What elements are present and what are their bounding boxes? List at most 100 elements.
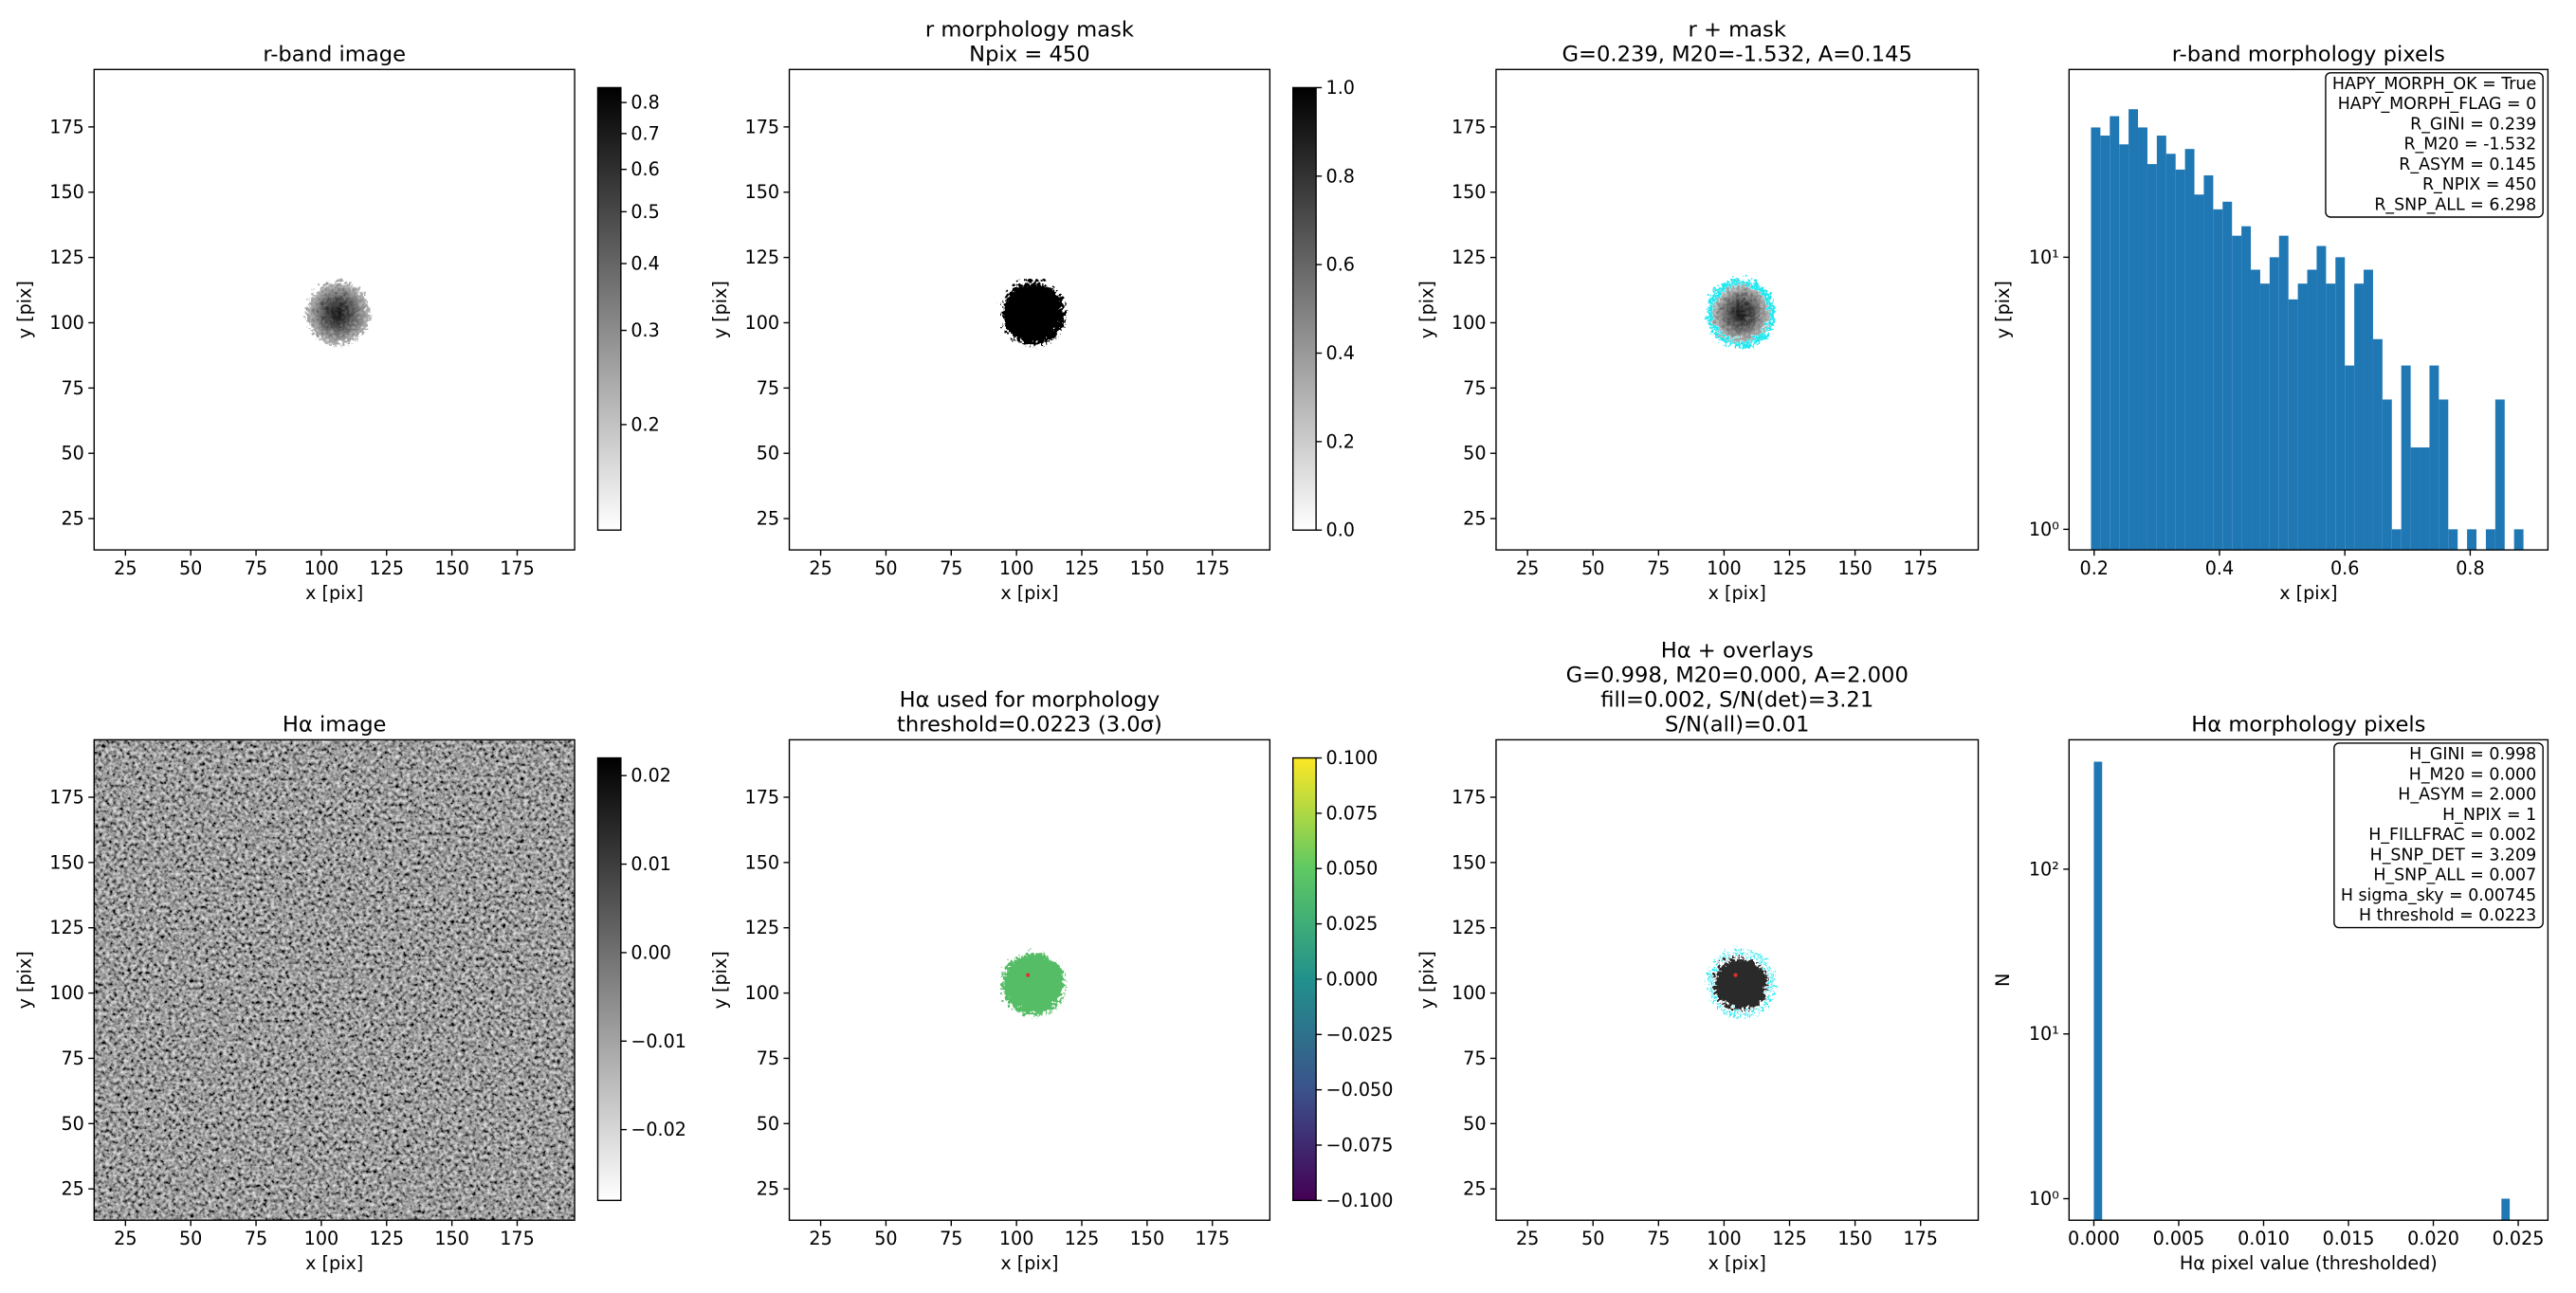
colorbar-tick-label: 0.8 <box>1326 165 1355 187</box>
image-content <box>1703 275 1771 344</box>
colorbar-tick-label: 1.0 <box>1326 77 1355 99</box>
hist-bar <box>2501 1198 2511 1221</box>
mask-blob <box>997 278 1062 341</box>
y-axis-label: y [pix] <box>709 281 731 338</box>
hist-bar <box>2307 269 2317 551</box>
x-tick-label: 25 <box>809 557 831 579</box>
x-tick-label: 175 <box>500 557 535 579</box>
hist-bar <box>2110 116 2120 551</box>
annotation-line: R_ASYM = 0.145 <box>2399 155 2536 174</box>
image-content <box>302 278 366 341</box>
colorbar-tick-label: −0.050 <box>1326 1079 1394 1101</box>
hist-bar <box>2232 235 2242 551</box>
hist-bar <box>2297 283 2308 551</box>
hist-bar <box>2093 761 2103 1221</box>
colorbar <box>1292 86 1317 531</box>
axes-frame <box>2068 738 2549 1221</box>
colorbar-tick-label: 0.01 <box>630 853 671 875</box>
annotation-line: H_ASYM = 2.000 <box>2398 786 2536 805</box>
x-axis-label: Hα pixel value (thresholded) <box>2180 1252 2438 1274</box>
colorbar-tick-label: 0.000 <box>1326 968 1379 990</box>
y-tick-label: 10⁰ <box>2029 1188 2059 1210</box>
hist-bar <box>2165 154 2176 551</box>
y-tick-label: 150 <box>49 851 84 873</box>
y-tick-label: 175 <box>745 787 780 809</box>
x-tick-label: 150 <box>434 557 469 579</box>
hist-bar <box>2194 194 2204 551</box>
x-axis-label: x [pix] <box>2279 582 2337 604</box>
y-tick-label: 100 <box>49 312 84 334</box>
annotation-line: R_NPIX = 450 <box>2422 175 2536 194</box>
y-axis-label: y [pix] <box>1416 951 1437 1009</box>
hist-bar <box>2485 529 2495 551</box>
x-tick-label: 100 <box>999 557 1034 579</box>
annotation-line: H_GINI = 0.998 <box>2409 745 2536 764</box>
x-tick-label: 0.005 <box>2153 1228 2205 1249</box>
y-tick-label: 175 <box>49 787 84 809</box>
hist-bar <box>2410 446 2421 551</box>
x-tick-label: 25 <box>809 1228 831 1249</box>
y-tick-label: 125 <box>49 246 84 268</box>
panel-title: r-band morphology pixels <box>2172 43 2445 67</box>
colorbar-tick-label: −0.100 <box>1326 1190 1394 1211</box>
panel-title: r-band image <box>263 43 406 67</box>
colorbar-tick-label: 0.100 <box>1326 747 1379 769</box>
hist-bar <box>2316 246 2327 551</box>
x-tick-label: 100 <box>1707 1228 1742 1249</box>
hist-bar <box>2119 144 2129 551</box>
x-tick-label: 25 <box>1516 1228 1539 1249</box>
hist-bar <box>2203 174 2214 551</box>
hist-bar <box>2100 136 2110 551</box>
colorbar <box>596 86 622 531</box>
y-tick-label: 175 <box>745 116 780 137</box>
y-tick-label: 10¹ <box>2029 1023 2059 1045</box>
hist-bar <box>2147 164 2157 551</box>
annotation-frame <box>2325 72 2544 218</box>
hist-bar <box>2091 127 2101 551</box>
panel-title: Npix = 450 <box>969 43 1090 67</box>
hist-bar <box>2345 365 2355 551</box>
x-tick-label: 0.020 <box>2407 1228 2459 1249</box>
y-tick-label: 25 <box>757 1178 779 1200</box>
hist-bar <box>2156 136 2166 551</box>
y-tick-label: 175 <box>49 116 84 137</box>
x-tick-label: 175 <box>1903 1228 1938 1249</box>
noise-image <box>94 739 575 1221</box>
panel: r-band morphology pixels 0.2 0.4 0.6 0.8 10⁰ 1… <box>1992 43 2549 604</box>
x-tick-label: 75 <box>245 557 267 579</box>
y-tick-label: 150 <box>49 181 84 203</box>
y-axis-label: N <box>1992 974 2014 987</box>
annotation-line: HAPY_MORPH_OK = True <box>2332 75 2536 94</box>
colorbar-tick-label: 0.6 <box>630 158 659 180</box>
y-tick-label: 10¹ <box>2029 246 2059 268</box>
hist-bar <box>2213 209 2223 551</box>
x-tick-label: 175 <box>1903 557 1938 579</box>
y-tick-label: 100 <box>745 312 780 334</box>
panel-title: Hα image <box>283 713 387 738</box>
panel: r-band image 25 50 75 100 125 150 175 25 50 75 100 1… <box>14 43 660 604</box>
x-tick-label: 75 <box>1647 557 1670 579</box>
annotation-line: H_FILLFRAC = 0.002 <box>2368 826 2536 845</box>
y-tick-label: 25 <box>1463 1178 1486 1200</box>
y-tick-label: 50 <box>1463 443 1486 464</box>
x-tick-label: 125 <box>370 557 405 579</box>
hist-bar <box>2513 529 2524 551</box>
hist-bar <box>2138 127 2147 551</box>
annotation-line: H sigma_sky = 0.00745 <box>2341 886 2536 905</box>
y-tick-label: 125 <box>745 917 780 938</box>
annotation-line: R_GINI = 0.239 <box>2410 115 2536 134</box>
y-tick-label: 75 <box>1463 1047 1486 1069</box>
used-pixels <box>997 948 1062 1011</box>
y-tick-label: 75 <box>61 1047 83 1069</box>
annotation-line: H threshold = 0.0223 <box>2359 906 2536 925</box>
panel: Hα image 25 50 75 100 125 150 175 25 50 75 100 125 15… <box>14 713 686 1274</box>
x-axis-label: x [pix] <box>1708 582 1766 604</box>
x-tick-label: 100 <box>304 1228 339 1249</box>
mask-outline <box>1703 275 1771 344</box>
colorbar-tick-label: 0.6 <box>1326 254 1355 276</box>
x-tick-label: 0.2 <box>2080 557 2109 579</box>
image-content <box>94 739 575 1221</box>
